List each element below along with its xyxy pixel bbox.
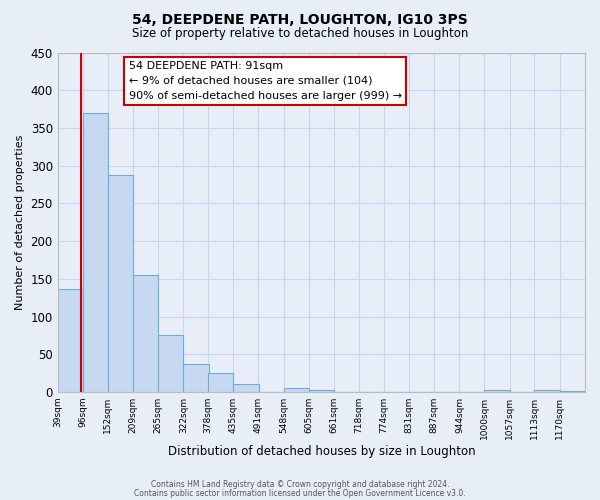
- Bar: [158, 336, 183, 392]
- Bar: [284, 388, 309, 392]
- Bar: [309, 390, 334, 392]
- Bar: [108, 174, 133, 392]
- Bar: [183, 364, 209, 392]
- Text: 54 DEEPDENE PATH: 91sqm
← 9% of detached houses are smaller (104)
90% of semi-de: 54 DEEPDENE PATH: 91sqm ← 9% of detached…: [129, 61, 402, 100]
- Bar: [133, 275, 158, 392]
- Text: 54, DEEPDENE PATH, LOUGHTON, IG10 3PS: 54, DEEPDENE PATH, LOUGHTON, IG10 3PS: [132, 12, 468, 26]
- Bar: [535, 390, 560, 392]
- Bar: [58, 288, 83, 392]
- Y-axis label: Number of detached properties: Number of detached properties: [15, 134, 25, 310]
- Bar: [208, 373, 233, 392]
- Bar: [560, 391, 585, 392]
- Text: Size of property relative to detached houses in Loughton: Size of property relative to detached ho…: [132, 28, 468, 40]
- Text: Contains public sector information licensed under the Open Government Licence v3: Contains public sector information licen…: [134, 488, 466, 498]
- Bar: [83, 113, 108, 392]
- Bar: [484, 390, 509, 392]
- Bar: [233, 384, 259, 392]
- Text: Contains HM Land Registry data © Crown copyright and database right 2024.: Contains HM Land Registry data © Crown c…: [151, 480, 449, 489]
- X-axis label: Distribution of detached houses by size in Loughton: Distribution of detached houses by size …: [167, 444, 475, 458]
